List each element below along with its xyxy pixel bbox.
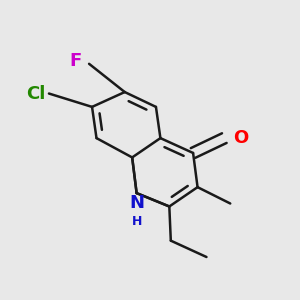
Text: F: F xyxy=(69,52,82,70)
Text: H: H xyxy=(131,215,142,228)
Text: O: O xyxy=(232,129,248,147)
Text: N: N xyxy=(129,194,144,212)
Text: Cl: Cl xyxy=(27,85,46,103)
